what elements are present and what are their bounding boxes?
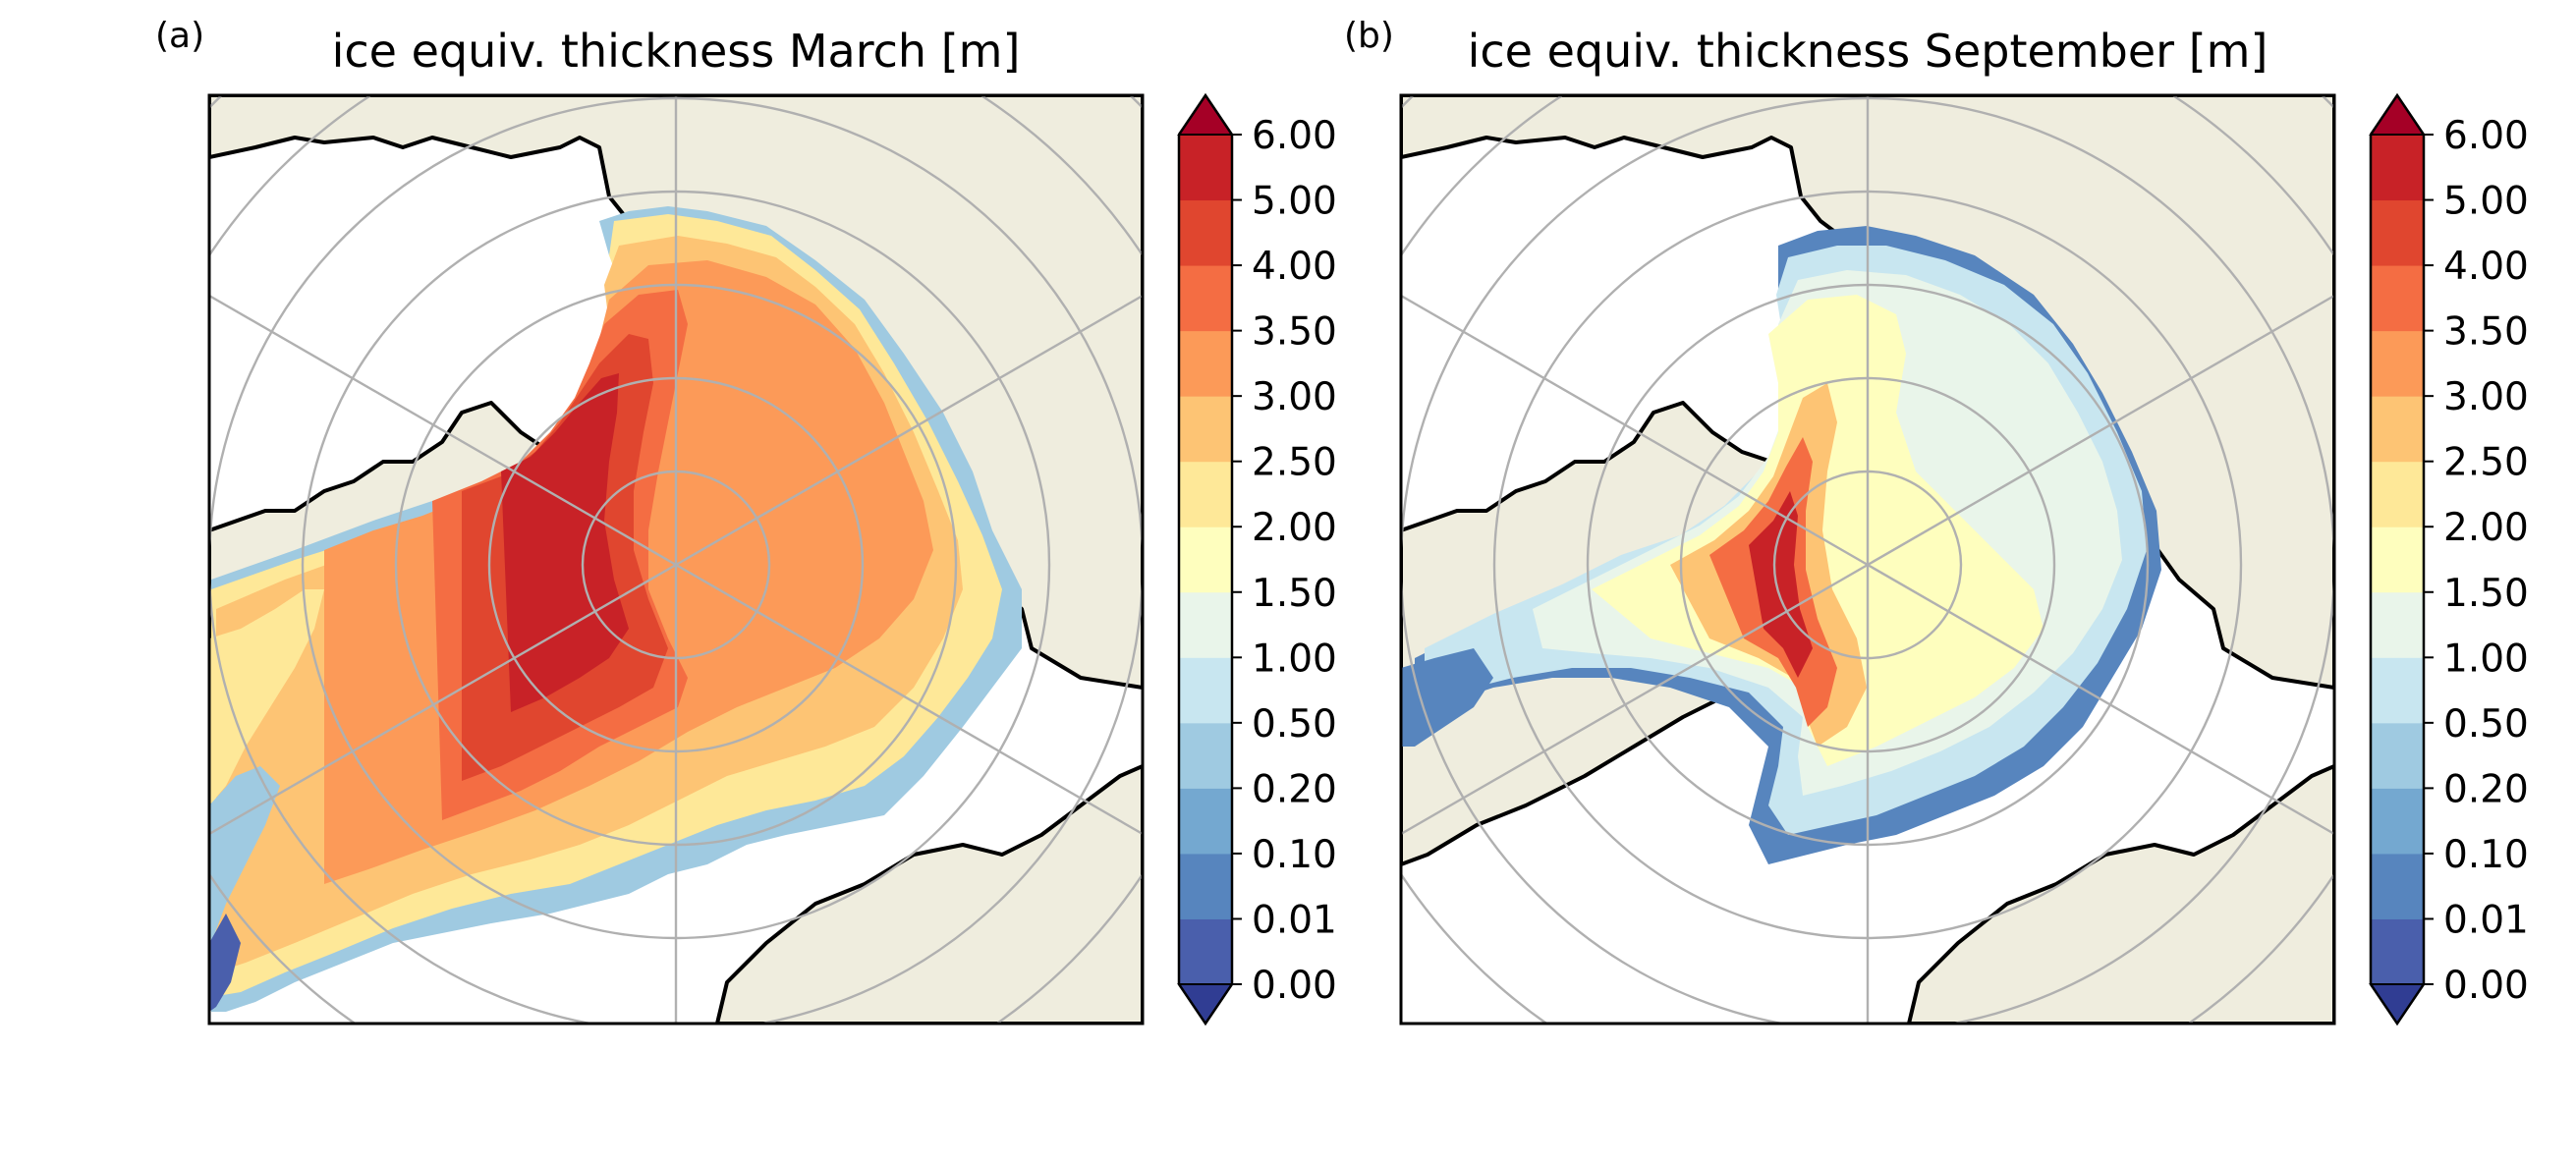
colorbar-a-segment-12 — [1179, 135, 1232, 201]
colorbar-a-segment-10 — [1179, 265, 1232, 332]
colorbar-a-segment-8 — [1179, 396, 1232, 463]
panel-b-frame — [1399, 93, 2336, 1025]
colorbar-b-tick-label-0: 0.00 — [2443, 964, 2529, 1008]
colorbar-a: 0.00 0.01 0.10 0.20 0.50 1.00 1.50 2.00 2.50 3.00… — [1177, 92, 1337, 1026]
colorbar-b-segment-0 — [2371, 918, 2424, 985]
colorbar-a-segment-4 — [1179, 657, 1232, 724]
colorbar-a-tick-label-3: 0.20 — [1252, 767, 1337, 811]
colorbar-a-segment-0 — [1179, 918, 1232, 985]
colorbar-a-tick-label-10: 3.50 — [1252, 310, 1337, 355]
colorbar-a-segment-1 — [1179, 853, 1232, 919]
colorbar-b-segment-6 — [2371, 527, 2424, 593]
colorbar-a-segment-11 — [1179, 199, 1232, 266]
colorbar-b-segment-7 — [2371, 461, 2424, 527]
colorbar-a-tick-label-6: 1.50 — [1252, 572, 1337, 616]
colorbar-b-extend-max — [2369, 93, 2426, 136]
colorbar-b-segment-2 — [2371, 788, 2424, 855]
colorbar-b-tick-label-12: 5.00 — [2443, 180, 2529, 224]
colorbar-b-tick-label-7: 2.00 — [2443, 506, 2529, 550]
colorbar-b-extend-min — [2369, 983, 2426, 1025]
colorbar-b-segment-8 — [2371, 396, 2424, 463]
colorbar-b-segment-3 — [2371, 722, 2424, 789]
colorbar-a-tick-label-5: 1.00 — [1252, 637, 1337, 681]
colorbar-b-tick-label-2: 0.10 — [2443, 833, 2529, 877]
colorbar-b-segment-9 — [2371, 330, 2424, 397]
colorbar-a-tick-label-2: 0.10 — [1252, 833, 1337, 877]
colorbar-b-segment-4 — [2371, 657, 2424, 724]
panel-b-title: ice equiv. thickness September [m] — [1468, 25, 2268, 78]
colorbar-a-segment-2 — [1179, 788, 1232, 855]
colorbar-a-segment-9 — [1179, 330, 1232, 397]
colorbar-a-tick-label-0: 0.00 — [1252, 964, 1337, 1008]
colorbar-b-segment-12 — [2371, 135, 2424, 201]
colorbar-b-segment-10 — [2371, 265, 2424, 332]
colorbar-b-tick-label-3: 0.20 — [2443, 767, 2529, 811]
colorbar-b-tick-label-10: 3.50 — [2443, 310, 2529, 355]
colorbar-a-tick-label-4: 0.50 — [1252, 702, 1337, 747]
panel-a-march: (a) ice equiv. thickness March [m] — [155, 16, 1145, 1025]
colorbar-b-tick-label-11: 4.00 — [2443, 245, 2529, 289]
colorbar-a-tick-label-8: 2.50 — [1252, 441, 1337, 485]
panel-a-map — [209, 95, 1143, 1024]
colorbar-a-tick-label-7: 2.00 — [1252, 506, 1337, 550]
graticule — [209, 95, 1143, 1024]
colorbar-b-tick-label-4: 0.50 — [2443, 702, 2529, 747]
colorbar-a-segment-7 — [1179, 461, 1232, 527]
panel-a-frame — [207, 93, 1145, 1025]
colorbar-a-tick-label-11: 4.00 — [1252, 245, 1337, 289]
colorbar-a-extend-min — [1177, 983, 1234, 1025]
colorbar-b-tick-label-13: 6.00 — [2443, 114, 2529, 158]
colorbar-a-tick-label-13: 6.00 — [1252, 114, 1337, 158]
colorbar-a-tick-label-1: 0.01 — [1252, 898, 1337, 942]
panel-a-title: ice equiv. thickness March [m] — [332, 25, 1021, 78]
graticule — [1401, 95, 2334, 1024]
colorbar-a-tick-label-12: 5.00 — [1252, 180, 1337, 224]
colorbar-b-segment-11 — [2371, 199, 2424, 266]
colorbar-b-segment-5 — [2371, 591, 2424, 658]
colorbar-b-tick-label-9: 3.00 — [2443, 375, 2529, 419]
colorbar-b-tick-label-8: 2.50 — [2443, 441, 2529, 485]
panel-b-september: (b) ice equiv. thickness September [m] — [1344, 16, 2336, 1025]
colorbar-a-segment-3 — [1179, 722, 1232, 789]
colorbar-a-segment-6 — [1179, 527, 1232, 593]
panel-a-letter: (a) — [155, 16, 204, 56]
panel-b-letter: (b) — [1344, 16, 1394, 56]
sea-ice-september — [1401, 226, 2161, 864]
colorbar-a-extend-max — [1177, 93, 1234, 136]
colorbar-b-segment-1 — [2371, 853, 2424, 919]
colorbar-a-tick-label-9: 3.00 — [1252, 375, 1337, 419]
colorbar-b-tick-label-6: 1.50 — [2443, 572, 2529, 616]
colorbar-b-tick-label-5: 1.00 — [2443, 637, 2529, 681]
colorbar-a-segment-5 — [1179, 591, 1232, 658]
colorbar-b: 0.00 0.01 0.10 0.20 0.50 1.00 1.50 2.00 2.50 3.00… — [2369, 92, 2529, 1026]
panel-b-map — [1401, 95, 2334, 1024]
colorbar-b-tick-label-1: 0.01 — [2443, 898, 2529, 942]
